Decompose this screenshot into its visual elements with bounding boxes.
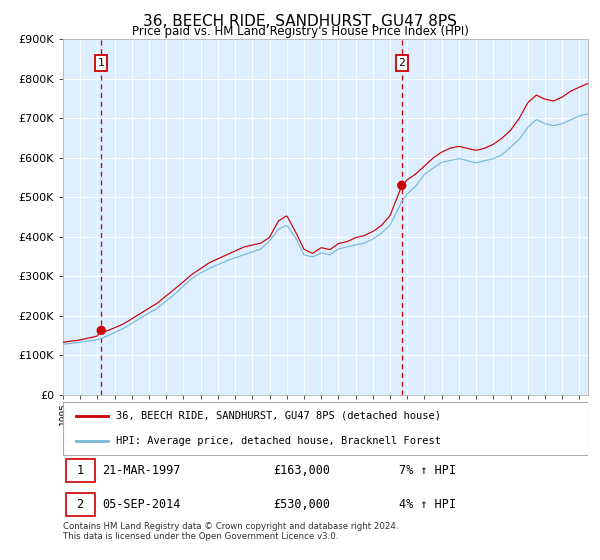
Text: Price paid vs. HM Land Registry's House Price Index (HPI): Price paid vs. HM Land Registry's House … — [131, 25, 469, 38]
FancyBboxPatch shape — [63, 402, 588, 455]
Text: £530,000: £530,000 — [273, 498, 330, 511]
Text: 7% ↑ HPI: 7% ↑ HPI — [399, 464, 456, 477]
Text: 36, BEECH RIDE, SANDHURST, GU47 8PS: 36, BEECH RIDE, SANDHURST, GU47 8PS — [143, 14, 457, 29]
Text: HPI: Average price, detached house, Bracknell Forest: HPI: Average price, detached house, Brac… — [115, 436, 440, 446]
Text: £163,000: £163,000 — [273, 464, 330, 477]
Text: 21-MAR-1997: 21-MAR-1997 — [103, 464, 181, 477]
FancyBboxPatch shape — [65, 493, 95, 516]
Text: Contains HM Land Registry data © Crown copyright and database right 2024.
This d: Contains HM Land Registry data © Crown c… — [63, 522, 398, 542]
Text: 4% ↑ HPI: 4% ↑ HPI — [399, 498, 456, 511]
Point — [97, 326, 106, 335]
Text: 2: 2 — [77, 498, 83, 511]
Text: 05-SEP-2014: 05-SEP-2014 — [103, 498, 181, 511]
Text: 36, BEECH RIDE, SANDHURST, GU47 8PS (detached house): 36, BEECH RIDE, SANDHURST, GU47 8PS (det… — [115, 410, 440, 421]
Text: 2: 2 — [398, 58, 405, 68]
Point — [397, 181, 407, 190]
FancyBboxPatch shape — [65, 459, 95, 482]
Text: 1: 1 — [77, 464, 83, 477]
Text: 1: 1 — [98, 58, 104, 68]
